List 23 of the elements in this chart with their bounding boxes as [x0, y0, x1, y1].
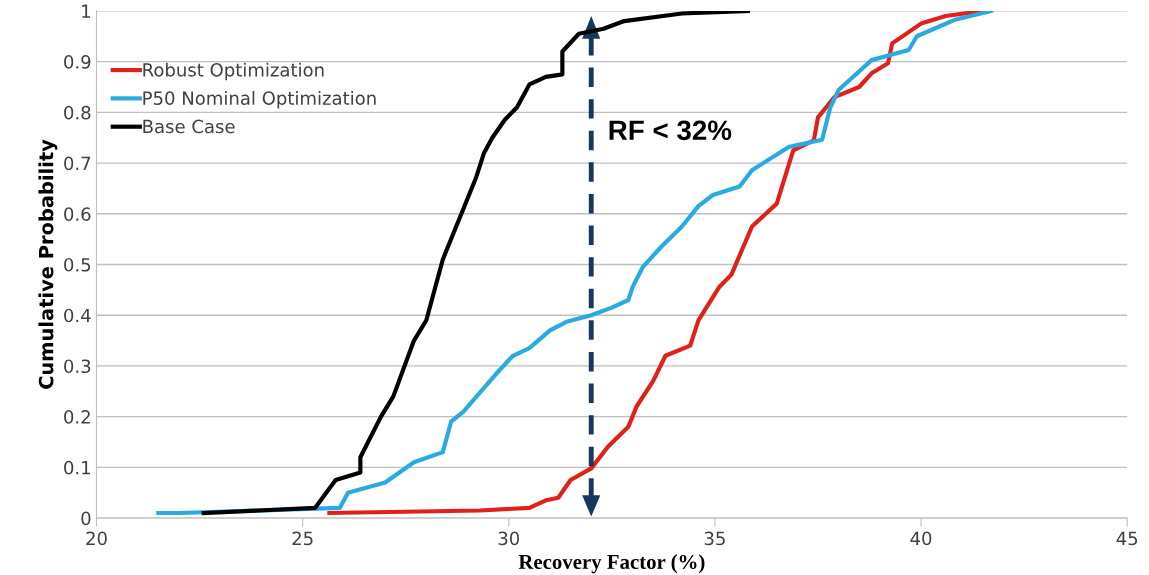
x-tick-label: 45 [1116, 531, 1138, 546]
x-tick-label: 40 [910, 531, 932, 546]
y-tick-label: 0.8 [64, 105, 91, 120]
y-tick-label: 0.9 [64, 55, 91, 69]
legend-label: Robust Optimization [143, 62, 324, 81]
legend-label: Base Case [143, 119, 235, 134]
x-axis-title: Recovery Factor (%) [518, 554, 705, 574]
x-tick-label: 35 [704, 531, 725, 546]
y-tick-label: 0 [81, 511, 91, 526]
y-tick-label: 1 [82, 4, 90, 18]
y-tick-label: 0.5 [64, 257, 91, 272]
y-tick-label: 0.4 [64, 308, 91, 323]
y-axis-title: Cumulative Probability [38, 139, 58, 389]
ref-line-label: RF < 32% [609, 120, 732, 141]
y-tick-label: 0.3 [64, 359, 91, 374]
x-tick-label: 20 [86, 531, 107, 546]
x-tick-label: 30 [498, 531, 520, 546]
legend-label: P50 Nominal Optimization [143, 90, 376, 109]
y-tick-label: 0.1 [64, 460, 90, 475]
y-tick-label: 0.7 [64, 156, 91, 171]
y-tick-label: 0.6 [64, 207, 91, 221]
y-tick-label: 0.2 [64, 410, 90, 424]
x-tick-label: 25 [292, 531, 313, 546]
